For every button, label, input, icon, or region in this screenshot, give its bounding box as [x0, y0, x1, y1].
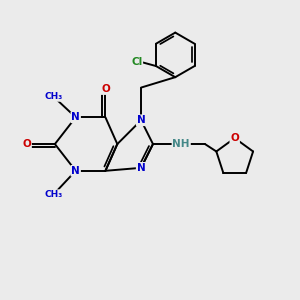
Text: Cl: Cl: [131, 57, 142, 67]
Text: N: N: [137, 115, 146, 125]
Text: N: N: [71, 112, 80, 122]
Text: NH: NH: [172, 139, 190, 149]
Text: O: O: [230, 133, 239, 143]
Text: O: O: [22, 139, 31, 149]
Text: N: N: [71, 166, 80, 176]
Text: O: O: [101, 84, 110, 94]
Text: N: N: [137, 163, 146, 173]
Text: CH₃: CH₃: [44, 190, 62, 199]
Text: CH₃: CH₃: [44, 92, 62, 101]
